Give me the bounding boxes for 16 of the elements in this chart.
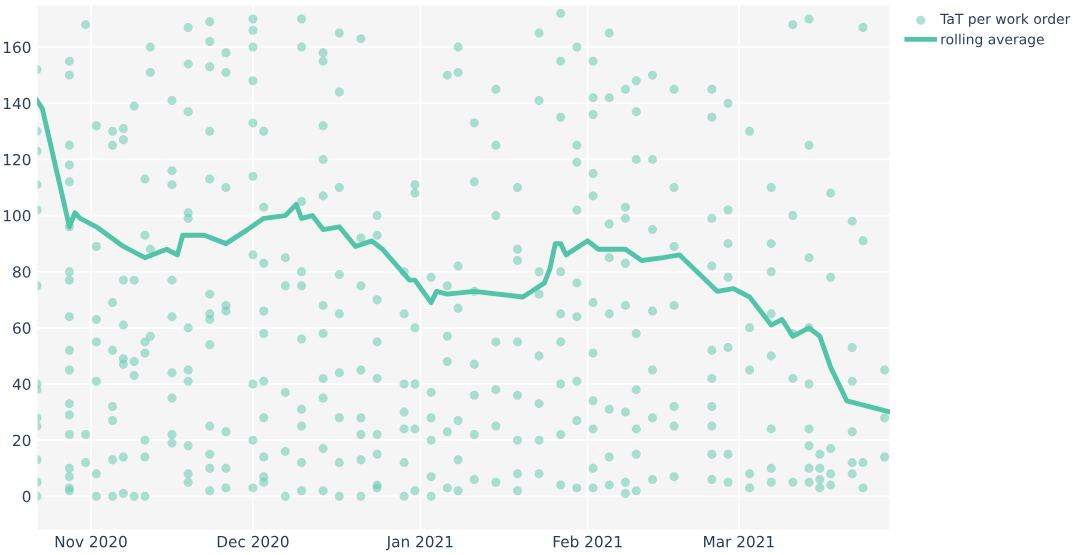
legend-label: TaT per work order bbox=[940, 13, 1071, 27]
y-tick-label: 120 bbox=[3, 153, 31, 166]
y-tick-label: 140 bbox=[3, 97, 31, 110]
x-tick-label: Mar 2021 bbox=[704, 535, 774, 548]
x-tick-label: Jan 2021 bbox=[385, 535, 453, 551]
y-tick-label: 0 bbox=[22, 490, 31, 503]
y-tick-label: 40 bbox=[12, 378, 31, 391]
x-tick-label: Nov 2020 bbox=[55, 535, 127, 548]
y-tick-label: 60 bbox=[13, 322, 31, 334]
x-tick-label: Feb 2021 bbox=[553, 535, 622, 548]
x-tick-label: Dec 2020 bbox=[217, 535, 289, 548]
y-tick-label: 160 bbox=[3, 41, 31, 54]
y-tick-label: 100 bbox=[3, 210, 31, 222]
legend-label: rolling average bbox=[941, 33, 1044, 48]
y-tick-label: 20 bbox=[13, 434, 31, 447]
y-tick-label: 80 bbox=[13, 266, 31, 278]
